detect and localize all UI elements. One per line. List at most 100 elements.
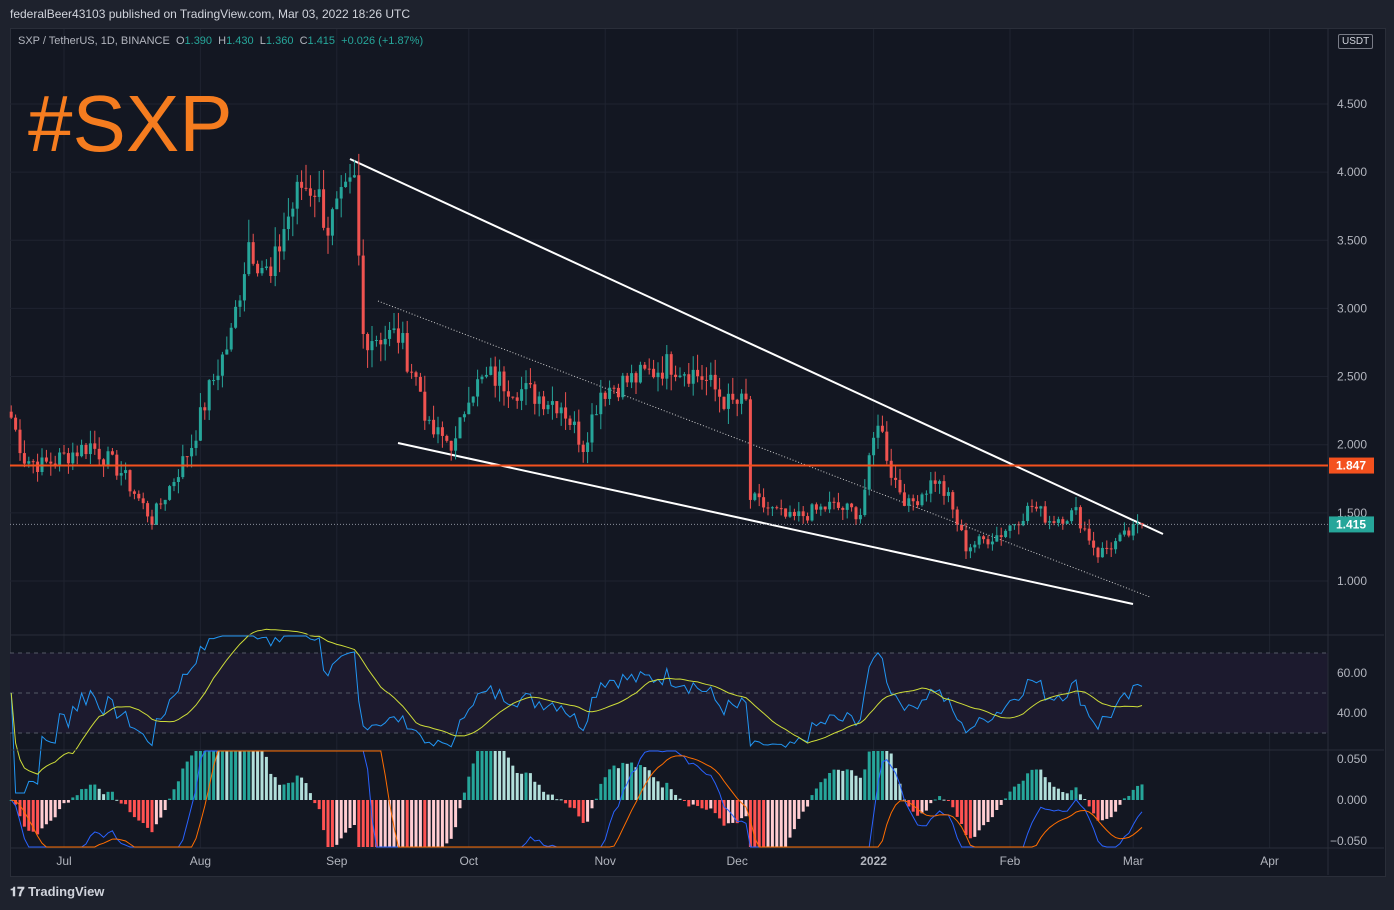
candle[interactable] — [458, 417, 462, 439]
candle[interactable] — [797, 502, 801, 522]
candle[interactable] — [207, 379, 211, 421]
candle[interactable] — [643, 361, 647, 371]
candle[interactable] — [97, 437, 101, 466]
candle[interactable] — [1021, 513, 1025, 527]
candle[interactable] — [242, 262, 246, 312]
candle[interactable] — [273, 227, 277, 287]
candle[interactable] — [1140, 522, 1144, 529]
candle[interactable] — [1026, 502, 1030, 524]
candle[interactable] — [449, 440, 453, 461]
candle[interactable] — [352, 160, 356, 178]
candle[interactable] — [234, 300, 238, 329]
candle[interactable] — [1078, 505, 1082, 533]
candle[interactable] — [696, 354, 700, 383]
candle[interactable] — [247, 219, 251, 277]
candle[interactable] — [36, 453, 40, 482]
candle[interactable] — [968, 543, 972, 559]
candle[interactable] — [418, 372, 422, 392]
candle[interactable] — [1100, 542, 1104, 558]
candle[interactable] — [361, 239, 365, 349]
candle[interactable] — [814, 502, 818, 514]
candle[interactable] — [1127, 527, 1131, 538]
candle[interactable] — [660, 356, 664, 386]
candle[interactable] — [1008, 525, 1012, 539]
candle[interactable] — [1056, 516, 1060, 527]
candle[interactable] — [568, 415, 572, 431]
candle[interactable] — [669, 351, 673, 391]
candle[interactable] — [110, 448, 114, 456]
candle[interactable] — [75, 445, 79, 465]
candle[interactable] — [154, 502, 158, 525]
candle[interactable] — [511, 396, 515, 400]
candle[interactable] — [1109, 542, 1113, 557]
candle[interactable] — [898, 468, 902, 495]
candle[interactable] — [647, 358, 651, 375]
candle[interactable] — [625, 372, 629, 388]
candle[interactable] — [550, 386, 554, 420]
candle[interactable] — [498, 359, 502, 402]
candle[interactable] — [379, 332, 383, 362]
candle[interactable] — [445, 434, 449, 443]
candle[interactable] — [229, 322, 233, 352]
candle[interactable] — [132, 489, 136, 500]
candle[interactable] — [1092, 531, 1096, 556]
candle[interactable] — [704, 367, 708, 396]
candle[interactable] — [784, 508, 788, 519]
candle[interactable] — [357, 153, 361, 266]
candle[interactable] — [348, 164, 352, 194]
candle[interactable] — [687, 362, 691, 387]
candle[interactable] — [682, 372, 686, 387]
candle[interactable] — [806, 512, 810, 524]
candle[interactable] — [163, 499, 167, 511]
candle[interactable] — [58, 448, 62, 472]
candle[interactable] — [999, 527, 1003, 546]
candle[interactable] — [330, 207, 334, 246]
candle[interactable] — [1087, 519, 1091, 545]
candle[interactable] — [792, 508, 796, 521]
candle[interactable] — [559, 402, 563, 426]
candle[interactable] — [718, 377, 722, 413]
candle[interactable] — [748, 395, 752, 509]
candle[interactable] — [1083, 521, 1087, 532]
candle[interactable] — [436, 416, 440, 444]
candle[interactable] — [502, 366, 506, 406]
candle[interactable] — [564, 392, 568, 430]
candle[interactable] — [322, 170, 326, 231]
candle[interactable] — [832, 497, 836, 510]
candle[interactable] — [476, 369, 480, 407]
candle[interactable] — [366, 332, 370, 368]
candle[interactable] — [907, 494, 911, 513]
candle[interactable] — [770, 506, 774, 517]
candle[interactable] — [88, 430, 92, 464]
candle[interactable] — [1034, 501, 1038, 512]
candle[interactable] — [982, 534, 986, 544]
candle[interactable] — [194, 430, 198, 456]
candle[interactable] — [286, 198, 290, 241]
candle[interactable] — [388, 321, 392, 347]
candle[interactable] — [911, 494, 915, 511]
candle[interactable] — [1070, 508, 1074, 524]
candle[interactable] — [278, 234, 282, 273]
candle[interactable] — [1118, 532, 1122, 542]
candle[interactable] — [1105, 540, 1109, 555]
candle[interactable] — [863, 479, 867, 517]
candle[interactable] — [744, 378, 748, 401]
candle[interactable] — [638, 361, 642, 384]
candle[interactable] — [392, 313, 396, 334]
candle[interactable] — [216, 359, 220, 391]
candle[interactable] — [995, 526, 999, 542]
candle[interactable] — [938, 479, 942, 494]
candle[interactable] — [150, 509, 154, 530]
candle[interactable] — [872, 432, 876, 466]
candle[interactable] — [238, 295, 242, 318]
candle[interactable] — [401, 321, 405, 350]
candle[interactable] — [894, 466, 898, 488]
candle[interactable] — [471, 396, 475, 407]
candle[interactable] — [801, 506, 805, 524]
candle[interactable] — [880, 415, 884, 434]
candle[interactable] — [722, 396, 726, 411]
candle[interactable] — [80, 439, 84, 458]
chart-frame[interactable] — [10, 28, 1386, 877]
candle[interactable] — [1096, 546, 1100, 563]
candle[interactable] — [528, 368, 532, 389]
